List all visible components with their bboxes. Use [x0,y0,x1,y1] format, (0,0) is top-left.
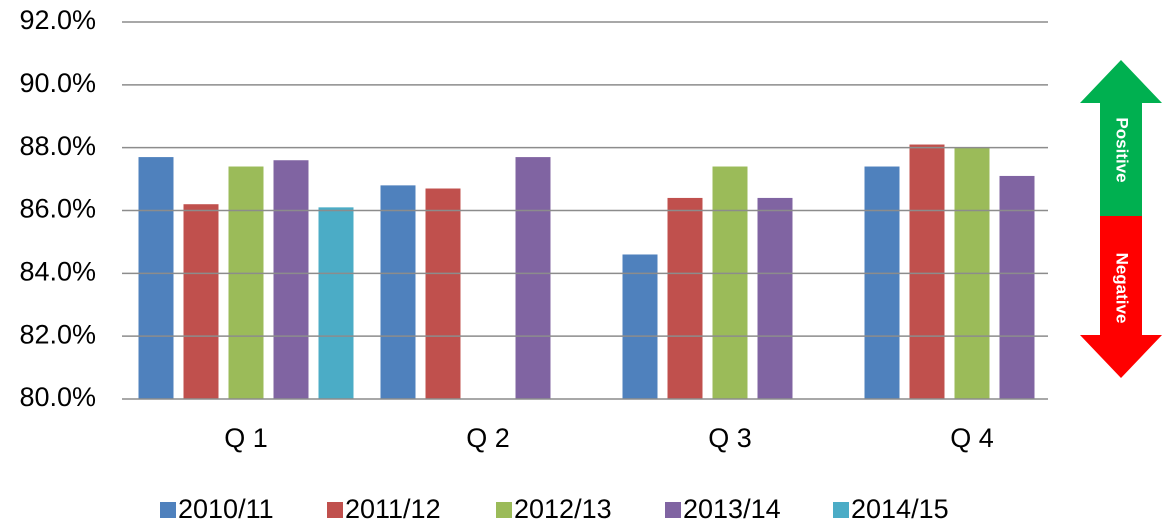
legend-label: 2012/13 [514,494,612,524]
y-tick-label: 88.0% [19,131,96,161]
negative-arrow [1080,216,1162,378]
bar [909,144,945,399]
bar [515,157,551,399]
bar [228,166,264,399]
bar [318,207,354,399]
legend-swatch [496,502,512,518]
bar [667,197,703,399]
bar [864,166,900,399]
positive-label: Positive [1113,117,1132,182]
y-tick-label: 84.0% [19,256,96,286]
y-tick-label: 92.0% [19,5,96,35]
x-tick-label: Q 1 [224,423,268,453]
y-tick-label: 90.0% [19,68,96,98]
legend-label: 2014/15 [851,494,949,524]
legend-label: 2011/12 [345,494,441,524]
bar [425,188,461,399]
x-tick-label: Q 3 [708,423,752,453]
legend-label: 2013/14 [683,494,781,524]
bar [712,166,748,399]
bar [273,160,309,399]
bar [138,157,174,399]
x-tick-label: Q 2 [466,423,510,453]
bar [183,204,219,399]
x-tick-label: Q 4 [950,423,994,453]
bar [622,254,658,399]
y-tick-label: 86.0% [19,194,96,224]
legend-swatch [665,502,681,518]
y-tick-label: 80.0% [19,382,96,412]
y-tick-label: 82.0% [19,319,96,349]
legend-label: 2010/11 [178,494,274,524]
legend-swatch [160,502,176,518]
legend-swatch [833,502,849,518]
bar [999,175,1035,399]
legend-swatch [327,502,343,518]
positive-arrow [1080,60,1162,216]
bar [380,185,416,399]
bar [757,197,793,399]
negative-label: Negative [1113,253,1132,324]
